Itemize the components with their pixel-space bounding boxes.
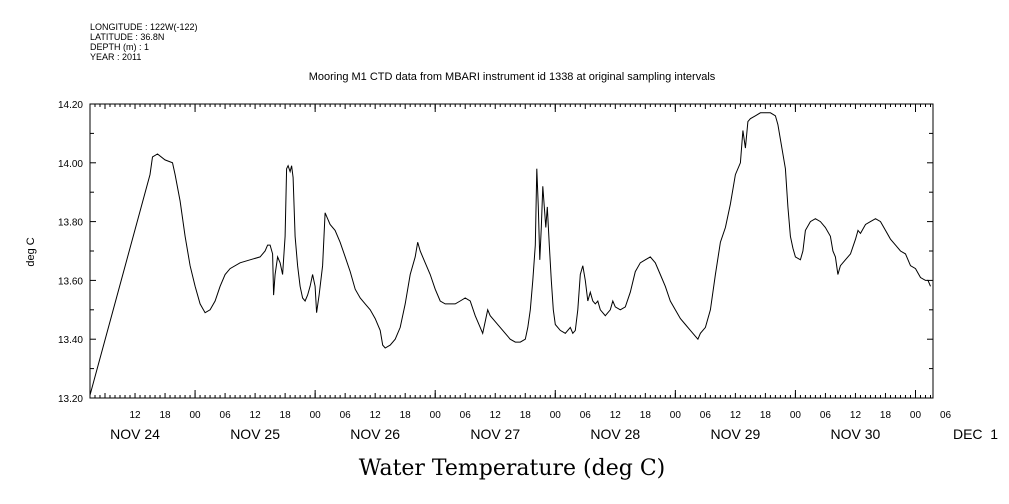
axis-ticks: [89, 103, 933, 399]
day-label: NOV 24: [110, 426, 160, 442]
day-label: NOV 28: [590, 426, 640, 442]
day-label: NOV 26: [350, 426, 400, 442]
hour-tick-label: 00: [189, 410, 201, 421]
hour-tick-label: 12: [370, 410, 382, 421]
y-tick-label: 14.00: [58, 159, 83, 170]
hour-tick-label: 12: [490, 410, 502, 421]
y-tick-label: 13.40: [58, 335, 83, 346]
hour-tick-label: 12: [730, 410, 742, 421]
chart-title: Mooring M1 CTD data from MBARI instrumen…: [309, 71, 716, 83]
hour-tick-label: 06: [220, 410, 232, 421]
hour-tick-label: 00: [550, 410, 562, 421]
series-line: [89, 112, 931, 396]
hour-tick-label: 18: [400, 410, 412, 421]
y-tick-label: 13.60: [58, 276, 83, 287]
hour-tick-label: 06: [940, 410, 952, 421]
x-axis-label: Water Temperature (deg C): [359, 456, 666, 481]
hour-tick-label: 12: [610, 410, 622, 421]
hour-tick-label: 06: [340, 410, 352, 421]
hour-tick-label: 00: [430, 410, 442, 421]
hour-tick-label: 06: [580, 410, 592, 421]
hour-tick-label: 00: [790, 410, 802, 421]
hour-tick-label: 18: [159, 410, 171, 421]
y-tick-label: 13.20: [58, 394, 83, 405]
y-tick-labels: 13.20 13.40 13.60 13.80 14.00 14.20: [58, 100, 83, 405]
x-tick-labels: 12 18 00 06 12 18 00 06 12 18 00 06 12 18 00 06 12 18 00 06…: [110, 410, 998, 442]
hour-tick-label: 18: [880, 410, 892, 421]
day-label: NOV 29: [710, 426, 760, 442]
hour-tick-label: 00: [670, 410, 682, 421]
hour-tick-label: 06: [820, 410, 832, 421]
hour-tick-label: 06: [700, 410, 712, 421]
hour-tick-label: 18: [640, 410, 652, 421]
hour-tick-label: 12: [250, 410, 262, 421]
y-axis-label: deg C: [25, 237, 37, 266]
year-text: YEAR : 2011: [90, 52, 142, 62]
hour-tick-label: 00: [310, 410, 322, 421]
depth-text: DEPTH (m) : 1: [90, 42, 150, 52]
day-label: NOV 25: [230, 426, 280, 442]
y-tick-label: 13.80: [58, 218, 83, 229]
day-label: NOV 27: [470, 426, 520, 442]
metadata-block: LONGITUDE : 122W(-122) LATITUDE : 36.8N …: [90, 22, 198, 62]
plot-frame: [89, 103, 934, 399]
hour-tick-label: 00: [910, 410, 922, 421]
hour-tick-label: 12: [129, 410, 141, 421]
latitude-text: LATITUDE : 36.8N: [90, 32, 165, 42]
day-label: NOV 30: [831, 426, 881, 442]
hour-tick-label: 18: [760, 410, 772, 421]
y-tick-label: 14.20: [58, 100, 83, 111]
hour-tick-label: 18: [520, 410, 532, 421]
hour-tick-label: 18: [280, 410, 292, 421]
day-label: DEC 1: [953, 426, 998, 442]
hour-tick-label: 12: [850, 410, 862, 421]
hour-tick-label: 06: [460, 410, 472, 421]
longitude-text: LONGITUDE : 122W(-122): [90, 22, 198, 32]
